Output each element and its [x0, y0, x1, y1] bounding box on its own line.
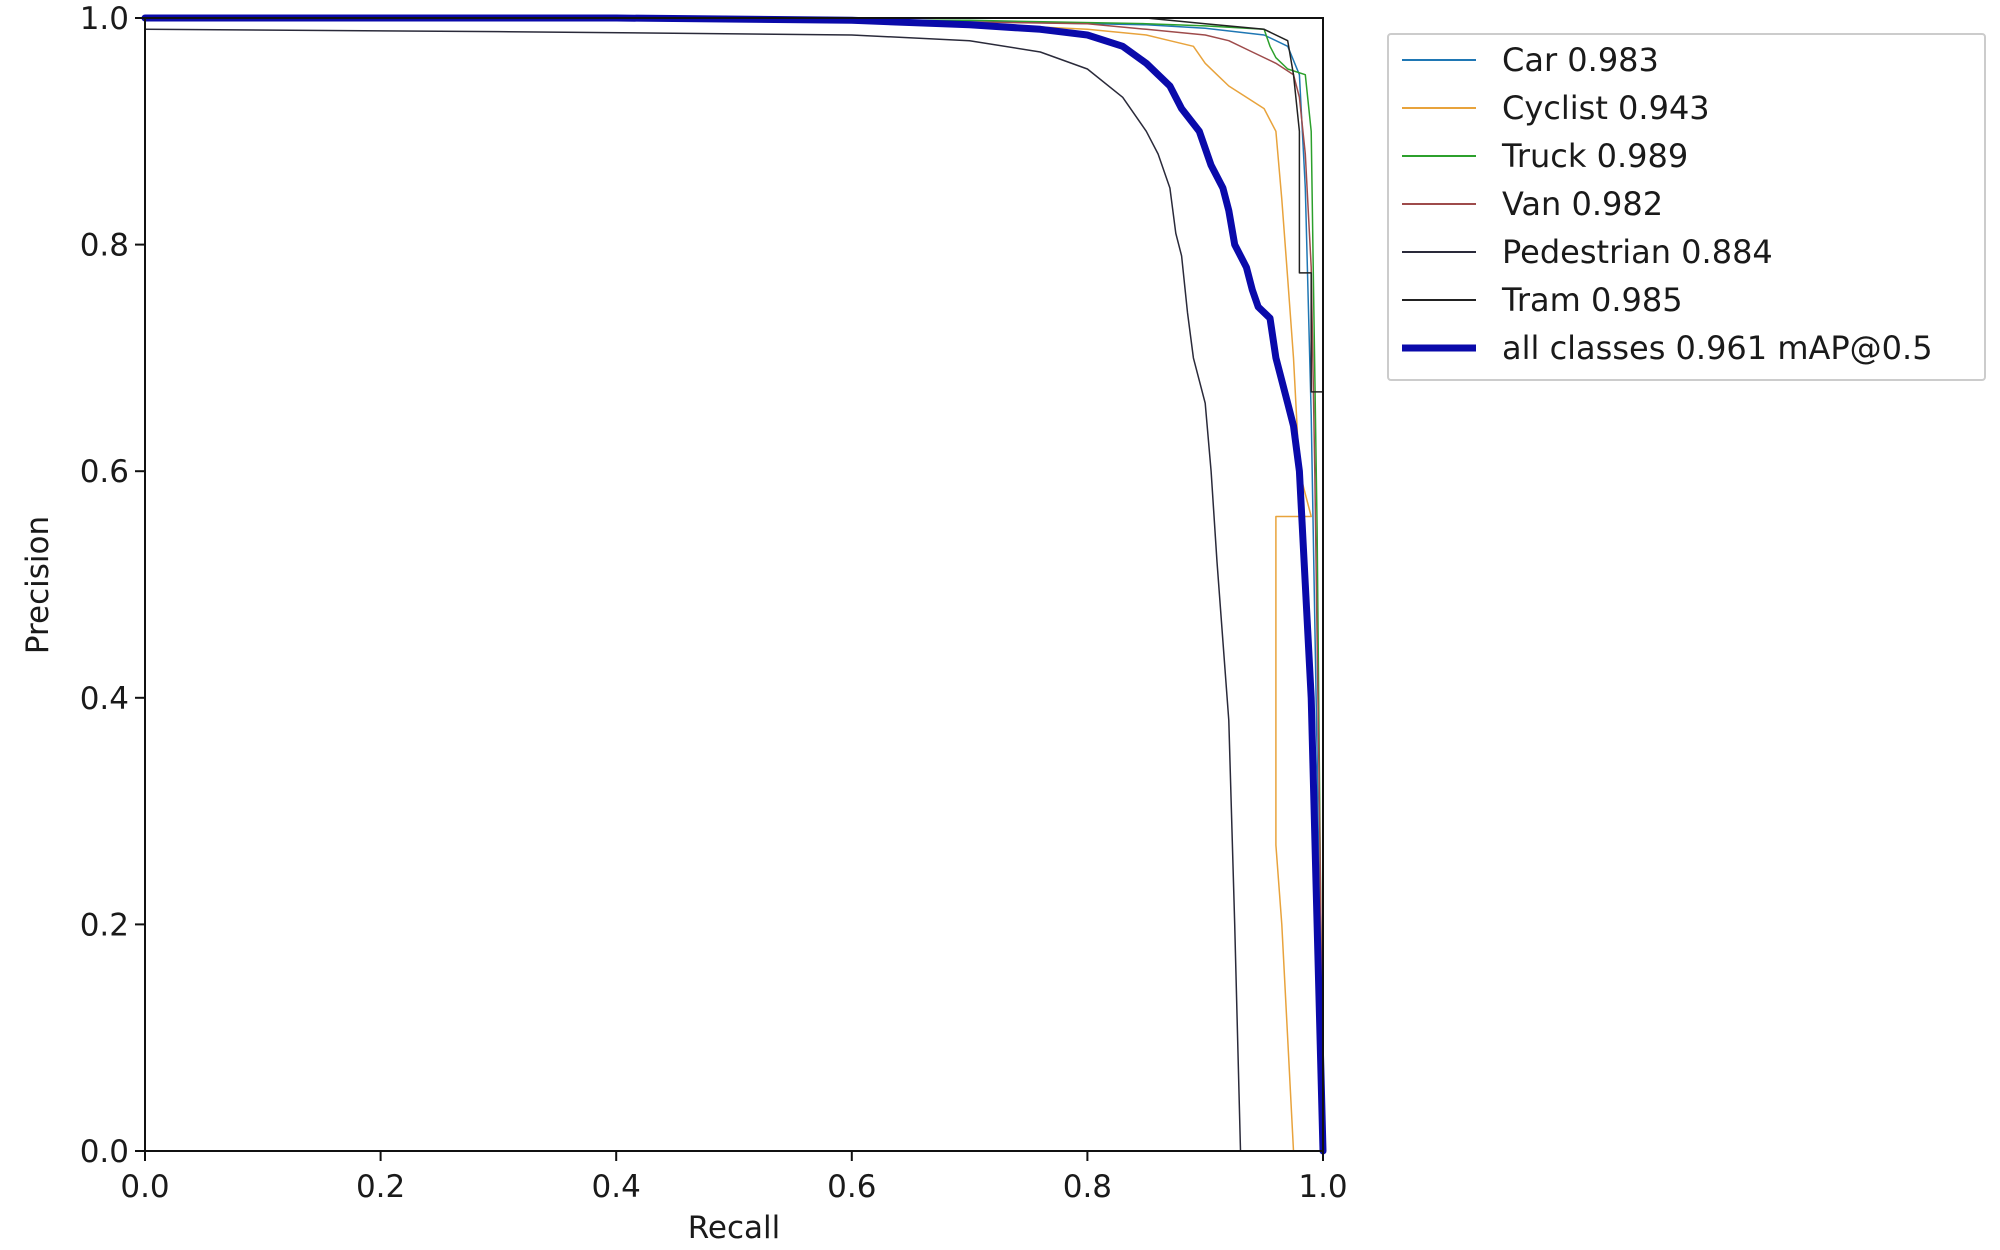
y-tick-label: 0.2	[80, 907, 129, 943]
x-tick-label: 1.0	[1298, 1169, 1347, 1205]
y-tick-label: 0.0	[80, 1134, 129, 1170]
x-tick-label: 0.2	[356, 1169, 405, 1205]
series-line-5	[144, 17, 1324, 1152]
y-axis-label: Precision	[20, 516, 56, 654]
x-tick-label: 0.8	[1063, 1169, 1112, 1205]
x-axis-label: Recall	[688, 1210, 781, 1246]
plot-frame	[144, 17, 1324, 1152]
legend-entry: all classes 0.961 mAP@0.5	[1502, 329, 1933, 367]
x-tick-label: 0.4	[592, 1169, 641, 1205]
legend-entry: Car 0.983	[1502, 41, 1659, 79]
x-tick-label: 0.0	[120, 1169, 169, 1205]
legend-entry: Truck 0.989	[1501, 137, 1688, 175]
x-tick-label: 0.6	[827, 1169, 876, 1205]
legend-box	[1387, 33, 1986, 381]
legend-entry: Van 0.982	[1502, 185, 1663, 223]
legend-entry: Pedestrian 0.884	[1502, 233, 1773, 271]
y-tick-label: 0.6	[80, 454, 129, 490]
axis-ticks: 0.0 0.2 0.4 0.6 0.8 1.0 0.0 0.2 0.4 0.6 0.8 1.0	[80, 1, 1348, 1205]
series-line-3	[144, 17, 1324, 1096]
series-line-2	[144, 17, 1324, 1152]
series-line-4	[144, 28, 1242, 1152]
y-tick-label: 0.4	[80, 681, 129, 717]
legend: Car 0.983 Cyclist 0.943 Truck 0.989 Van 0.9…	[1387, 33, 1986, 381]
series-line-1	[144, 17, 1312, 1152]
y-tick-label: 0.8	[80, 228, 129, 264]
series-line-6	[141, 14, 1327, 1155]
y-tick-label: 1.0	[80, 1, 129, 37]
legend-entry: Tram 0.985	[1501, 281, 1683, 319]
legend-entry: Cyclist 0.943	[1502, 89, 1710, 127]
series-line-0	[144, 17, 1324, 1152]
series-curves	[141, 14, 1327, 1155]
